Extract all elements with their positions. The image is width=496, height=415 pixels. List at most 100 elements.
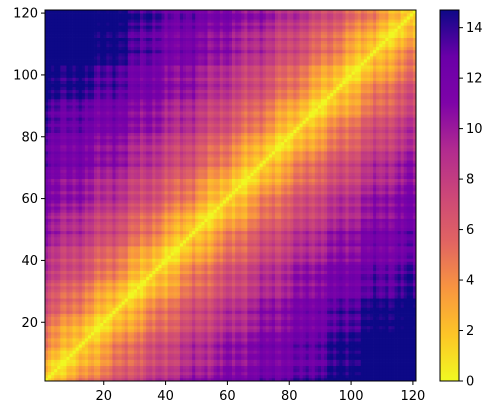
heatmap-cell bbox=[161, 338, 165, 342]
heatmap-cell bbox=[51, 166, 55, 170]
heatmap-cell bbox=[136, 341, 141, 345]
heatmap-cell bbox=[75, 49, 80, 54]
heatmap-cell bbox=[90, 215, 95, 219]
heatmap-cell bbox=[60, 233, 64, 238]
heatmap-cell bbox=[130, 117, 135, 121]
heatmap-cell bbox=[140, 31, 144, 35]
heatmap-cell bbox=[84, 157, 89, 161]
heatmap-cell bbox=[112, 292, 116, 296]
heatmap-cell bbox=[90, 341, 95, 345]
heatmap-cell bbox=[133, 359, 138, 363]
heatmap-cell bbox=[155, 197, 159, 201]
heatmap-cell bbox=[60, 243, 64, 247]
heatmap-cell bbox=[81, 28, 86, 32]
heatmap-cell bbox=[60, 117, 64, 121]
heatmap-cell bbox=[158, 160, 162, 164]
heatmap-cell bbox=[66, 13, 70, 17]
heatmap-cell bbox=[81, 151, 86, 155]
heatmap-cell bbox=[136, 71, 141, 75]
heatmap-cell bbox=[121, 154, 126, 158]
heatmap-cell bbox=[124, 141, 129, 146]
heatmap-cell bbox=[149, 328, 153, 333]
heatmap-cell bbox=[143, 338, 147, 342]
heatmap-cell bbox=[84, 341, 89, 345]
heatmap-cell bbox=[149, 197, 153, 201]
heatmap-cell bbox=[109, 316, 113, 321]
heatmap-cell bbox=[60, 295, 64, 299]
heatmap-cell bbox=[140, 359, 144, 363]
heatmap-cell bbox=[63, 120, 67, 124]
heatmap-cell bbox=[161, 285, 165, 290]
heatmap-cell bbox=[103, 368, 107, 373]
heatmap-cell bbox=[66, 166, 70, 170]
heatmap-cell bbox=[72, 16, 77, 20]
heatmap-cell bbox=[146, 236, 150, 241]
heatmap-cell bbox=[112, 175, 116, 179]
heatmap-cell bbox=[57, 328, 61, 333]
heatmap-cell bbox=[161, 298, 165, 302]
heatmap-cell bbox=[164, 28, 168, 32]
heatmap-cell bbox=[100, 132, 104, 137]
heatmap-cell bbox=[66, 151, 70, 155]
heatmap-cell bbox=[103, 147, 107, 152]
heatmap-cell bbox=[121, 166, 126, 170]
heatmap-cell bbox=[167, 141, 172, 146]
heatmap-cell bbox=[112, 52, 116, 57]
heatmap-cell bbox=[60, 350, 64, 354]
heatmap-cell bbox=[57, 264, 61, 268]
heatmap-cell bbox=[124, 184, 129, 189]
heatmap-cell bbox=[97, 221, 101, 225]
heatmap-cell bbox=[167, 261, 172, 265]
heatmap-cell bbox=[112, 80, 116, 84]
heatmap-cell bbox=[167, 65, 172, 69]
heatmap-cell bbox=[143, 258, 147, 262]
heatmap-cell bbox=[158, 108, 162, 112]
heatmap-cell bbox=[124, 310, 129, 314]
heatmap-cell bbox=[57, 252, 61, 256]
heatmap-cell bbox=[109, 166, 113, 170]
heatmap-cell bbox=[143, 157, 147, 161]
heatmap-cell bbox=[75, 255, 80, 259]
heatmap-cell bbox=[60, 22, 64, 26]
heatmap-cell bbox=[60, 249, 64, 253]
heatmap-cell bbox=[164, 359, 168, 363]
heatmap-cell bbox=[118, 270, 123, 275]
heatmap-cell bbox=[146, 239, 150, 244]
heatmap-cell bbox=[118, 203, 123, 207]
heatmap-cell bbox=[158, 371, 162, 376]
heatmap-cell bbox=[100, 347, 104, 351]
heatmap-cell bbox=[63, 298, 67, 302]
heatmap-cell bbox=[87, 157, 92, 161]
heatmap-cell bbox=[109, 279, 113, 284]
heatmap-cell bbox=[66, 86, 70, 91]
heatmap-cell bbox=[115, 157, 119, 161]
heatmap-cell bbox=[72, 19, 77, 23]
heatmap-cell bbox=[45, 310, 49, 314]
heatmap-cell bbox=[78, 89, 83, 94]
heatmap-cell bbox=[146, 377, 150, 382]
heatmap-cell bbox=[81, 344, 86, 348]
heatmap-cell bbox=[60, 86, 64, 91]
heatmap-cell bbox=[164, 117, 168, 121]
heatmap-cell bbox=[100, 169, 104, 173]
heatmap-cell bbox=[87, 316, 92, 321]
heatmap-cell bbox=[152, 230, 156, 235]
heatmap-cell bbox=[57, 46, 61, 51]
heatmap-cell bbox=[63, 40, 67, 45]
heatmap-cell bbox=[146, 68, 150, 72]
heatmap-cell bbox=[140, 319, 144, 324]
heatmap-cell bbox=[112, 120, 116, 124]
heatmap-cell bbox=[127, 178, 132, 183]
heatmap-cell bbox=[51, 285, 55, 290]
heatmap-cell bbox=[103, 252, 107, 256]
heatmap-cell bbox=[121, 270, 126, 275]
heatmap-cell bbox=[63, 233, 67, 238]
heatmap-cell bbox=[51, 249, 55, 253]
heatmap-cell bbox=[75, 19, 80, 23]
heatmap-cell bbox=[140, 138, 144, 143]
heatmap-cell bbox=[81, 126, 86, 130]
heatmap-cell bbox=[164, 368, 168, 373]
heatmap-cell bbox=[63, 135, 67, 140]
heatmap-cell bbox=[155, 13, 159, 17]
heatmap-cell bbox=[106, 243, 110, 247]
